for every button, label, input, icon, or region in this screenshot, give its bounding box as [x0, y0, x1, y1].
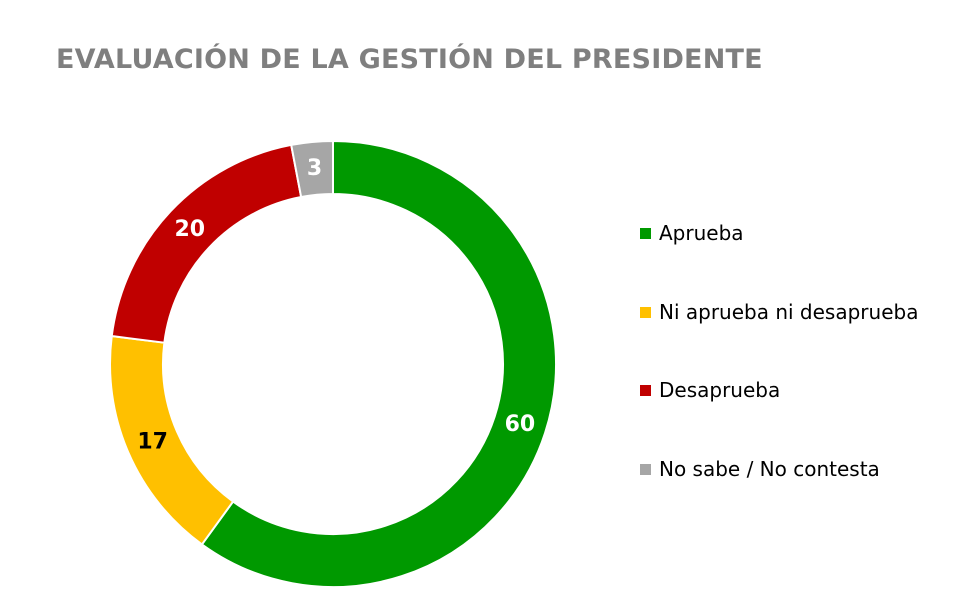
donut-slice-aprueba — [200, 139, 557, 588]
legend-label-ni-aprueba-ni-desaprueba: Ni aprueba ni desaprueba — [659, 300, 919, 324]
donut-slice-ni-aprueba-ni-desaprueba — [109, 334, 235, 546]
chart-title: EVALUACIÓN DE LA GESTIÓN DEL PRESIDENTE — [56, 44, 763, 75]
legend-swatch-ni-aprueba-ni-desaprueba — [640, 306, 651, 318]
legend-item-no-sabe-no-contesta: No sabe / No contesta — [640, 457, 880, 481]
data-label-desaprueba: 20 — [174, 217, 205, 242]
legend-label-desaprueba: Desaprueba — [659, 378, 781, 402]
donut-slice-no-sabe-no-contesta — [290, 139, 334, 199]
data-label-aprueba: 60 — [505, 412, 536, 437]
donut-slice-desaprueba — [110, 143, 303, 344]
data-label-no-sabe-no-contesta: 3 — [307, 156, 322, 181]
legend-item-aprueba: Aprueba — [640, 221, 744, 245]
legend-swatch-aprueba — [640, 227, 651, 239]
legend-item-ni-aprueba-ni-desaprueba: Ni aprueba ni desaprueba — [640, 300, 918, 324]
legend-label-aprueba: Aprueba — [659, 221, 744, 245]
data-label-ni-aprueba-ni-desaprueba: 17 — [137, 430, 168, 455]
legend-label-no-sabe-no-contesta: No sabe / No contesta — [659, 457, 880, 481]
legend-item-desaprueba: Desaprueba — [640, 378, 780, 402]
legend-swatch-no-sabe-no-contesta — [640, 463, 651, 475]
legend-swatch-desaprueba — [640, 384, 651, 396]
